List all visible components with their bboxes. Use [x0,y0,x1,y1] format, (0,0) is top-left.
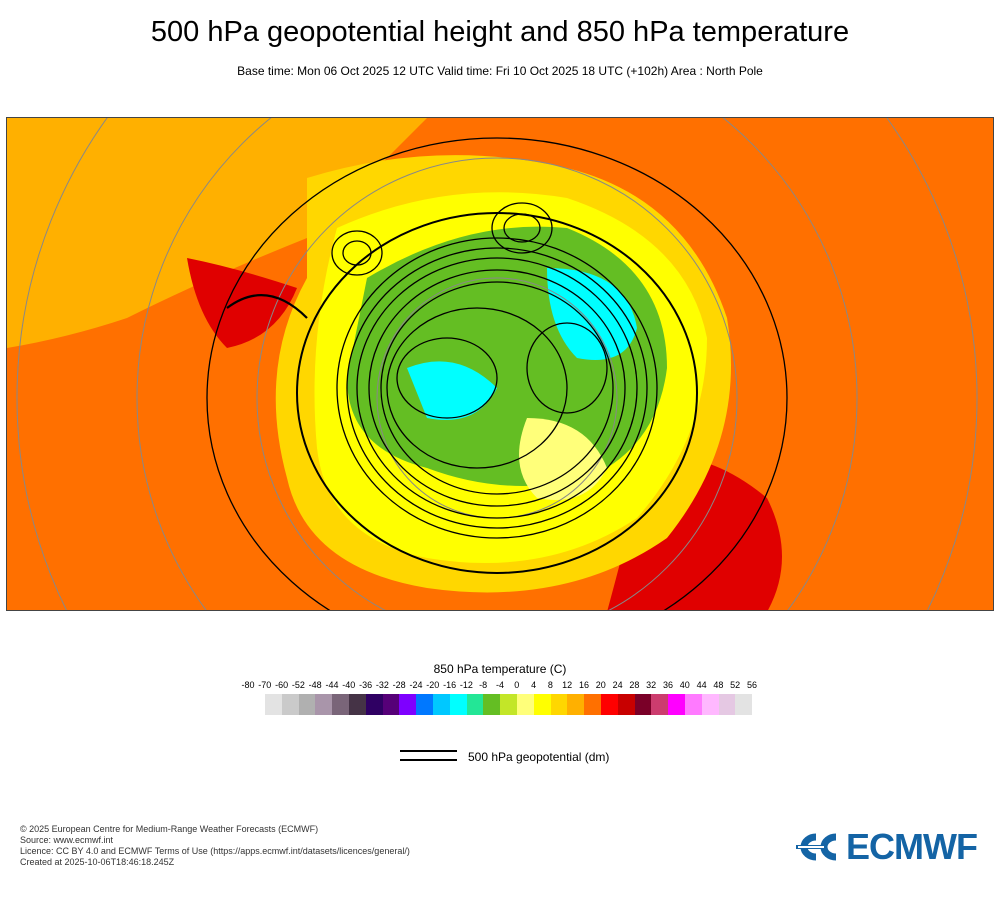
chart-subtitle: Base time: Mon 06 Oct 2025 12 UTC Valid … [237,64,763,78]
temperature-field-cold [407,361,497,420]
colorbar-tick-label: -44 [325,680,339,690]
chart-title: 500 hPa geopotential height and 850 hPa … [150,16,850,48]
colorbar-swatch [281,694,299,715]
colorbar-tick-label: -32 [375,680,389,690]
colorbar-swatch [382,694,400,715]
colorbar-tick-label: 4 [531,680,537,690]
colorbar-tick-label: 52 [730,680,741,690]
colorbar-swatch [617,694,635,715]
colorbar-swatch [567,694,585,715]
colorbar-tick-label: 28 [629,680,640,690]
colorbar-tick-label: -60 [275,680,289,690]
colorbar [265,694,753,715]
colorbar-tick-label: -48 [308,680,322,690]
colorbar-swatch [466,694,484,715]
colorbar-swatch [600,694,618,715]
colorbar-swatch [399,694,417,715]
colorbar-tick-label: -36 [359,680,373,690]
colorbar-swatch [550,694,568,715]
colorbar-tick-label: -52 [291,680,305,690]
colorbar-tick-label: 32 [646,680,657,690]
colorbar-swatch [365,694,383,715]
colorbar-swatch [634,694,652,715]
colorbar-tick-label: 36 [662,680,674,690]
temperature-field-hot [187,258,297,348]
colorbar-swatch [533,694,551,715]
copyright: © 2025 European Centre for Medium-Range … [20,824,319,834]
ecmwf-logo-text: ECMWF [846,826,978,867]
colorbar-swatch [483,694,501,715]
colorbar-swatch [500,694,517,715]
source: Source: www.ecmwf.int [20,835,114,845]
colorbar-tick-label: -12 [459,680,473,690]
colorbar-title: 850 hPa temperature (C) [433,662,567,676]
colorbar-tick-label: 0 [514,680,520,690]
colorbar-tick-label: 12 [562,680,573,690]
colorbar-tick-label: -70 [258,680,272,690]
colorbar-tick-label: -80 [241,680,255,690]
colorbar-swatch [684,694,702,715]
colorbar-swatch [416,694,433,715]
colorbar-tick-label: 40 [679,680,690,690]
colorbar-labels: -80 -70 -60 -52 -48 -44 -40 -36 -32 -28 -24 -20 -16-… [0,680,1000,694]
map-svg [7,118,993,610]
geopotential-legend-label: 500 hPa geopotential (dm) [468,750,610,764]
colorbar-swatch [516,694,534,715]
colorbar-swatch [348,694,366,715]
colorbar-tick-label: -24 [409,680,423,690]
ecmwf-logo: ECMWF [796,826,978,868]
colorbar-tick-label: 48 [713,680,724,690]
colorbar-tick-label: -28 [392,680,406,690]
colorbar-swatch [651,694,669,715]
geopotential-legend-line [400,750,457,768]
colorbar-swatch [668,694,685,715]
colorbar-tick-label: 20 [595,680,606,690]
colorbar-tick-label: 16 [578,680,590,690]
colorbar-swatch [584,694,601,715]
colorbar-tick-label: -16 [443,680,457,690]
colorbar-tick-label: 56 [746,680,758,690]
licence: Licence: CC BY 4.0 and ECMWF Terms of Us… [20,846,410,856]
colorbar-tick-label: -40 [342,680,356,690]
colorbar-swatch [298,694,316,715]
colorbar-swatch [332,694,349,715]
colorbar-swatch [449,694,467,715]
footer: © 2025 European Centre for Medium-Range … [20,824,410,868]
colorbar-tick-label: 44 [696,680,707,690]
colorbar-tick-label: 24 [612,680,623,690]
ecmwf-logo-icon [796,833,837,861]
colorbar-swatch [735,694,753,715]
colorbar-swatch [432,694,450,715]
geopotential-contours [206,137,788,610]
weather-map [6,117,994,611]
colorbar-tick-label: -8 [479,680,488,690]
created-at: Created at 2025-10-06T18:46:18.245Z [20,857,175,867]
colorbar-swatch [718,694,736,715]
colorbar-swatch [315,694,333,715]
colorbar-swatch [265,694,282,715]
colorbar-tick-label: 8 [547,680,553,690]
colorbar-swatch [701,694,719,715]
colorbar-tick-label: -20 [426,680,440,690]
colorbar-tick-label: -4 [495,680,505,690]
